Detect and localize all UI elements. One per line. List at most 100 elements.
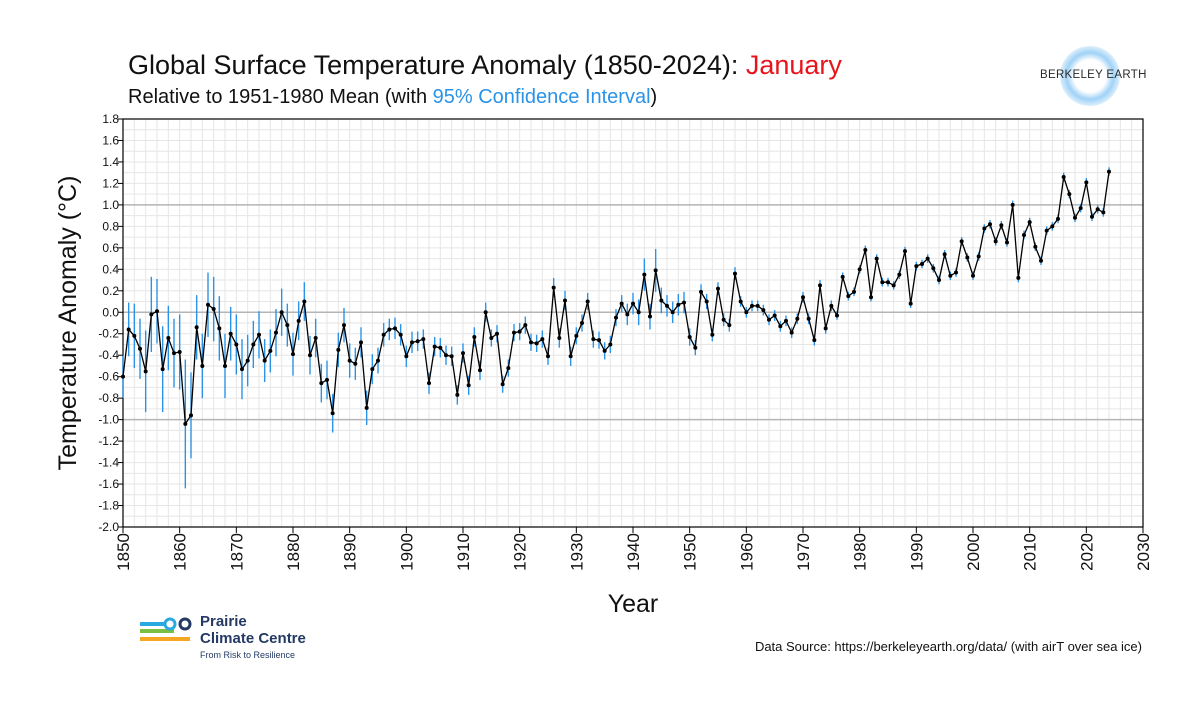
data-point bbox=[336, 347, 341, 352]
data-point bbox=[189, 413, 193, 418]
data-point bbox=[1010, 202, 1015, 207]
data-point bbox=[296, 318, 301, 323]
y-tick-label: 1.4 bbox=[102, 155, 119, 169]
data-point bbox=[818, 283, 822, 288]
data-point bbox=[914, 264, 919, 269]
data-point bbox=[155, 309, 159, 314]
data-point bbox=[432, 344, 437, 349]
data-point bbox=[376, 358, 380, 363]
data-point bbox=[234, 342, 239, 347]
data-point bbox=[1005, 240, 1009, 245]
berkeley-earth-logo: BERKELEY EARTH bbox=[1030, 42, 1160, 112]
x-tick-label: 1930 bbox=[567, 533, 586, 571]
data-point bbox=[240, 367, 244, 372]
data-point bbox=[330, 411, 335, 416]
data-point bbox=[653, 268, 658, 273]
x-tick-label: 1910 bbox=[454, 533, 473, 571]
data-point bbox=[563, 298, 567, 303]
data-point bbox=[642, 272, 647, 277]
data-point bbox=[597, 338, 601, 343]
data-point bbox=[557, 336, 562, 341]
data-point bbox=[568, 354, 573, 359]
data-point bbox=[313, 336, 318, 341]
data-point bbox=[1084, 180, 1089, 185]
data-point bbox=[1056, 216, 1060, 221]
subtitle-start: Relative to 1951-1980 Mean (with bbox=[128, 86, 433, 108]
data-point bbox=[744, 310, 749, 315]
x-tick-label: 2000 bbox=[964, 533, 983, 571]
y-tick-label: 0.8 bbox=[102, 219, 119, 233]
data-point bbox=[806, 316, 811, 321]
data-point bbox=[449, 354, 454, 359]
data-point bbox=[381, 332, 386, 337]
data-point bbox=[750, 303, 754, 308]
data-point bbox=[778, 324, 783, 329]
data-point bbox=[126, 327, 131, 332]
data-point bbox=[483, 310, 488, 315]
prairie-climate-centre-mark-icon bbox=[140, 617, 192, 641]
y-tick-label: -1.4 bbox=[98, 456, 119, 470]
data-point bbox=[682, 300, 686, 305]
data-point bbox=[614, 315, 618, 320]
data-point bbox=[387, 327, 392, 332]
data-point bbox=[404, 354, 409, 359]
x-axis-ticks: 1850 1860 1870 1880 1890 1900 1910 1920 1930 1940… bbox=[114, 527, 1153, 571]
data-point bbox=[200, 363, 205, 368]
x-tick-label: 1990 bbox=[907, 533, 926, 571]
data-point bbox=[143, 369, 148, 374]
data-point bbox=[223, 363, 227, 368]
data-point bbox=[704, 299, 709, 304]
data-point bbox=[676, 302, 681, 307]
data-point bbox=[546, 354, 550, 359]
y-tick-label: 0.4 bbox=[102, 262, 119, 276]
data-point bbox=[840, 274, 845, 279]
y-tick-label: 0.2 bbox=[102, 284, 119, 298]
data-point bbox=[529, 340, 533, 345]
data-point bbox=[733, 271, 737, 276]
data-point bbox=[699, 289, 703, 294]
data-point bbox=[665, 303, 669, 308]
y-tick-label: -1.0 bbox=[98, 413, 119, 427]
data-point bbox=[495, 331, 499, 336]
data-point bbox=[608, 342, 613, 347]
data-point bbox=[257, 332, 261, 337]
data-point bbox=[863, 247, 868, 252]
pcc-name-line1: Prairie bbox=[200, 613, 247, 630]
y-tick-label: 1.2 bbox=[102, 176, 119, 190]
data-point bbox=[619, 301, 624, 306]
data-point bbox=[410, 340, 414, 345]
data-point bbox=[500, 382, 505, 387]
data-point bbox=[364, 405, 369, 410]
berkeley-earth-logo-text: BERKELEY EARTH bbox=[1040, 69, 1147, 81]
data-point bbox=[1044, 228, 1049, 233]
data-point bbox=[319, 381, 324, 386]
data-points bbox=[121, 169, 1111, 426]
data-point bbox=[908, 301, 913, 306]
prairie-climate-centre-logo: Prairie Climate Centre From Risk to Resil… bbox=[140, 612, 320, 662]
data-point bbox=[954, 270, 958, 275]
data-point bbox=[886, 280, 890, 285]
data-point bbox=[789, 330, 794, 335]
data-point bbox=[160, 367, 165, 372]
x-tick-label: 1950 bbox=[681, 533, 700, 571]
x-tick-label: 1870 bbox=[227, 533, 246, 571]
data-point bbox=[228, 331, 233, 336]
subtitle-ci: 95% Confidence Interval bbox=[432, 86, 651, 108]
data-point bbox=[1101, 210, 1106, 215]
data-point bbox=[772, 313, 777, 318]
data-point bbox=[421, 337, 426, 342]
data-point bbox=[625, 312, 630, 317]
data-point bbox=[512, 330, 516, 335]
data-point bbox=[716, 286, 720, 291]
data-point bbox=[444, 353, 448, 358]
data-point bbox=[937, 278, 941, 283]
y-tick-label: 1.0 bbox=[102, 198, 119, 212]
data-point bbox=[1022, 232, 1026, 237]
data-point bbox=[959, 239, 964, 244]
data-point bbox=[1073, 215, 1077, 220]
x-tick-label: 1900 bbox=[397, 533, 416, 571]
data-point bbox=[183, 421, 188, 426]
data-point bbox=[517, 329, 522, 334]
data-point bbox=[857, 267, 862, 272]
data-point bbox=[1027, 220, 1032, 225]
